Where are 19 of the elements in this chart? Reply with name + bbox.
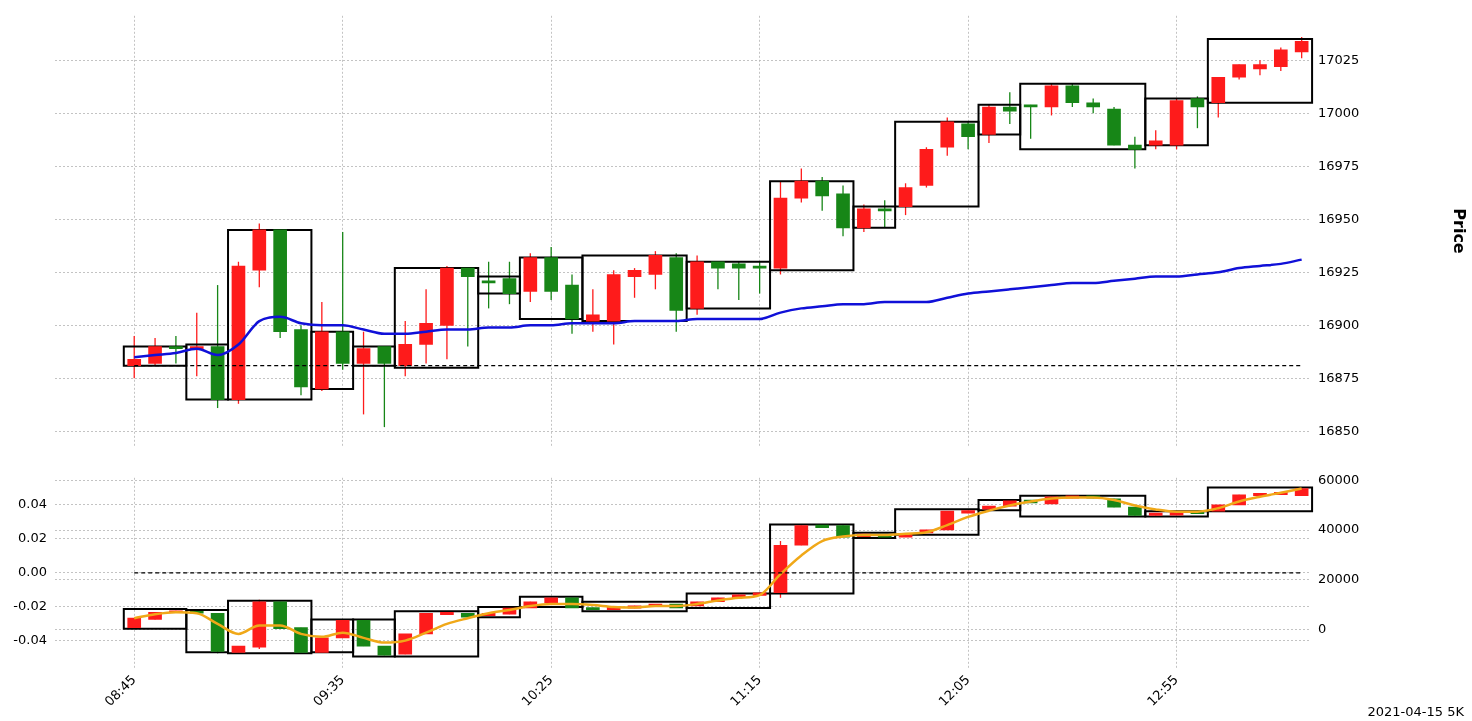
y-tick-label: 17000	[1318, 104, 1360, 120]
y-tick-label: 16850	[1318, 422, 1360, 438]
y2-tick-label: 20000	[1318, 571, 1360, 587]
y-tick-label: 0.00	[18, 564, 47, 580]
text: 2021-04-15 5K	[1367, 704, 1464, 719]
y-tick-label: 0.02	[18, 530, 47, 546]
y-tick-label: 16925	[1318, 263, 1360, 279]
y-tick-label: 16975	[1318, 157, 1360, 173]
y2-tick-label: 60000	[1318, 471, 1360, 487]
y-tick-label: 16875	[1318, 369, 1360, 385]
y-tick-label: 17025	[1318, 51, 1360, 67]
y-tick-label: 16950	[1318, 210, 1360, 226]
y2-tick-label: 40000	[1318, 521, 1360, 537]
y-tick-label: -0.02	[13, 598, 47, 614]
y-axis-title: Price	[1450, 208, 1470, 254]
y-tick-label: 0.04	[18, 496, 47, 512]
y2-tick-label: 0	[1318, 621, 1327, 637]
y-tick-label: 16900	[1318, 316, 1360, 332]
y-tick-label: -0.04	[13, 632, 47, 648]
